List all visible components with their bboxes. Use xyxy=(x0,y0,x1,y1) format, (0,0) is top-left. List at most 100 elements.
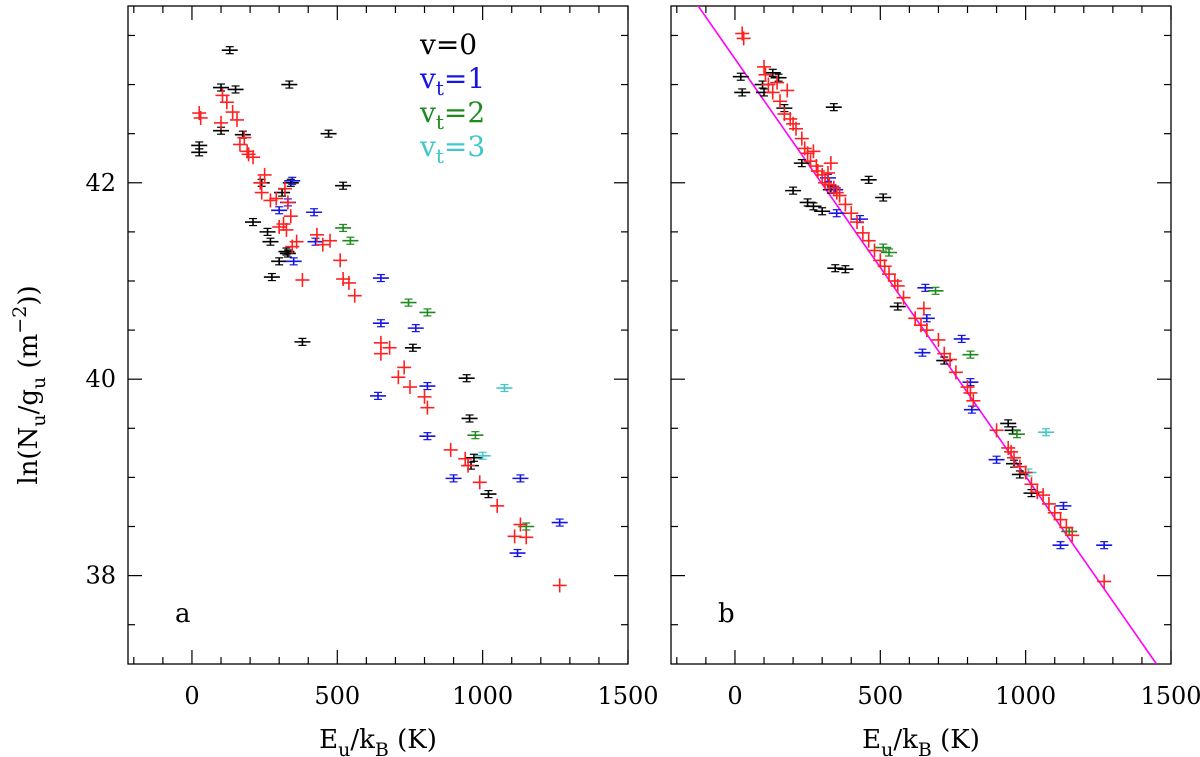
ytick-label: 38 xyxy=(85,562,116,590)
point-model xyxy=(513,517,528,532)
point-v0 xyxy=(785,186,802,195)
panel-a-xtick-label: 0 xyxy=(184,682,199,710)
point-v0 xyxy=(213,83,230,92)
point-vt2 xyxy=(467,431,484,440)
point-model xyxy=(237,130,252,145)
point-model xyxy=(1036,488,1051,503)
point-model xyxy=(890,278,905,293)
point-v0 xyxy=(259,227,276,236)
point-model xyxy=(989,423,1004,438)
point-model xyxy=(263,193,278,208)
point-v0 xyxy=(320,129,337,138)
point-vt1 xyxy=(512,474,529,483)
point-v0 xyxy=(734,88,751,97)
point-v0 xyxy=(221,46,238,55)
point-vt1 xyxy=(953,334,970,344)
point-v0 xyxy=(480,489,497,499)
point-v0 xyxy=(191,148,208,157)
point-vt1 xyxy=(1096,541,1113,550)
point-vt1 xyxy=(962,378,979,387)
point-model xyxy=(832,188,847,203)
point-model xyxy=(279,222,294,237)
point-model xyxy=(336,272,351,287)
point-vt1 xyxy=(1055,501,1072,510)
point-v0 xyxy=(770,73,787,82)
point-model xyxy=(382,340,397,355)
point-model xyxy=(867,243,882,258)
point-vt1 xyxy=(372,273,389,283)
point-model xyxy=(1018,465,1033,480)
point-vt3 xyxy=(496,383,513,393)
point-v0 xyxy=(860,175,877,184)
point-vt1 xyxy=(988,455,1005,464)
point-model xyxy=(253,175,268,190)
point-model xyxy=(861,233,876,248)
panel-a-x-tick-labels: 0 500 1000 1500 xyxy=(184,682,658,710)
point-v0 xyxy=(732,72,749,81)
point-v0 xyxy=(335,181,352,190)
point-v0 xyxy=(191,141,208,150)
point-model xyxy=(443,442,458,457)
point-vt2 xyxy=(881,248,898,257)
point-model xyxy=(736,31,751,46)
point-v0 xyxy=(279,249,296,258)
panel-a-xtick-label: 1000 xyxy=(452,682,513,710)
point-vt2 xyxy=(335,223,352,233)
point-model xyxy=(280,195,295,210)
point-v0 xyxy=(262,237,279,246)
point-model xyxy=(391,370,406,385)
point-model xyxy=(230,112,245,127)
point-model xyxy=(838,197,853,212)
point-model xyxy=(850,215,865,230)
point-model xyxy=(829,185,844,200)
point-model xyxy=(254,185,269,200)
point-model xyxy=(552,578,567,593)
point-model xyxy=(1097,574,1112,589)
point-v0 xyxy=(458,374,475,383)
point-model xyxy=(519,530,534,545)
point-vt3 xyxy=(474,451,491,460)
point-v0 xyxy=(271,257,288,266)
point-model xyxy=(246,150,260,165)
point-v0 xyxy=(227,85,244,94)
point-vt3 xyxy=(1038,428,1054,437)
point-v0 xyxy=(263,272,280,282)
point-model xyxy=(943,352,958,367)
point-v0 xyxy=(793,159,810,168)
point-v0 xyxy=(827,264,844,273)
point-v0 xyxy=(814,207,831,216)
point-model xyxy=(896,290,911,305)
point-vt2 xyxy=(400,298,417,307)
point-model xyxy=(758,67,773,82)
point-model xyxy=(1041,496,1056,511)
point-model xyxy=(937,346,952,361)
point-v0 xyxy=(245,217,261,227)
point-model xyxy=(844,206,859,221)
point-vt1 xyxy=(963,405,980,414)
point-model xyxy=(397,360,412,375)
panel-b-fit-layer xyxy=(697,6,1158,664)
point-model xyxy=(916,301,931,316)
panel-b-xtick-label: 500 xyxy=(857,682,903,710)
point-v0 xyxy=(1000,419,1017,428)
point-model xyxy=(269,191,284,206)
point-model xyxy=(1024,477,1039,492)
panel-a-y-tick-labels: 38 40 42 xyxy=(85,169,116,590)
panel-b-points xyxy=(732,26,1113,589)
panel-b-x-tick-labels: 0 500 1000 1500 xyxy=(727,682,1200,710)
point-model xyxy=(458,451,473,466)
point-vt1 xyxy=(1052,541,1069,550)
point-vt2 xyxy=(927,286,944,295)
point-model xyxy=(1012,459,1027,474)
panel-b-x-axis-title: Eu/kB (K) xyxy=(862,725,980,757)
point-model xyxy=(214,115,229,130)
point-vt1 xyxy=(284,176,301,185)
point-v0 xyxy=(294,337,311,346)
point-vt1 xyxy=(407,324,424,333)
point-model xyxy=(341,275,356,290)
point-model xyxy=(919,323,934,338)
panel-b: 0 500 1000 1500 b Eu/kB (K) xyxy=(670,5,1200,757)
point-model xyxy=(780,83,795,98)
legend-entry-vt1: vt=1 xyxy=(419,62,485,100)
point-model xyxy=(931,332,946,347)
